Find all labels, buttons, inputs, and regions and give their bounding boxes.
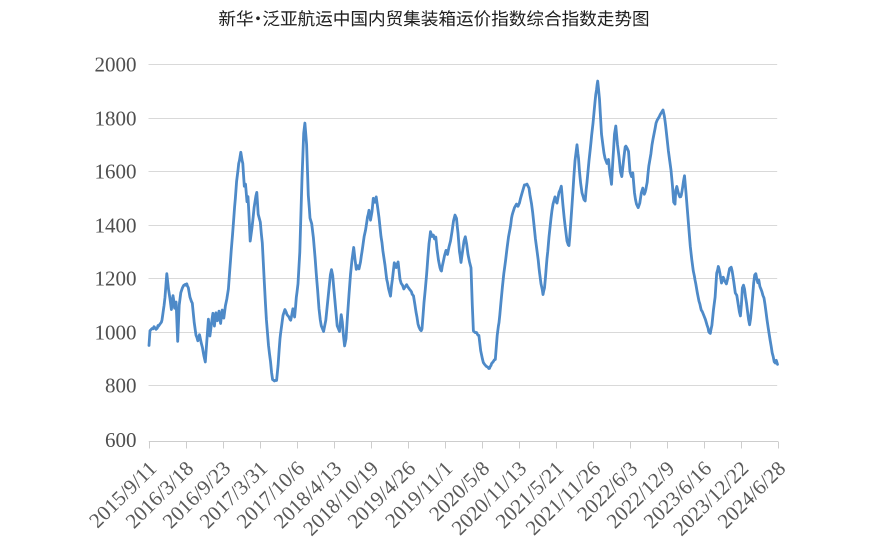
svg-text:1200: 1200 [95,266,137,290]
svg-text:1600: 1600 [95,159,137,183]
svg-text:1400: 1400 [95,213,137,237]
svg-text:1000: 1000 [95,320,137,344]
svg-text:1800: 1800 [95,106,137,130]
svg-text:2000: 2000 [95,52,137,76]
svg-text:800: 800 [105,373,137,397]
svg-text:600: 600 [105,428,137,452]
